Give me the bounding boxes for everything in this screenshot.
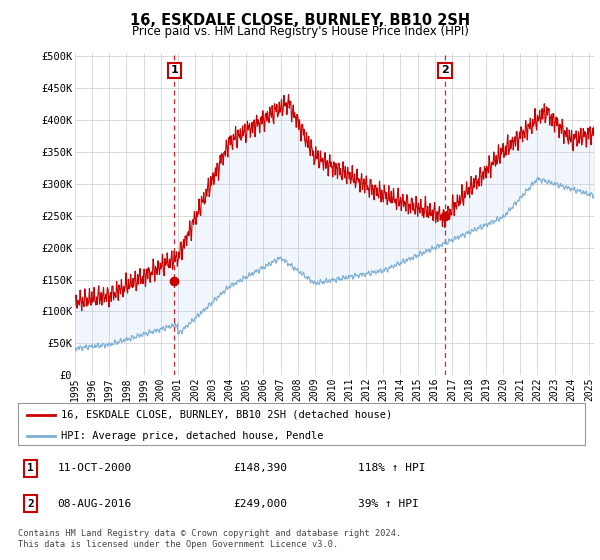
Text: 16, ESKDALE CLOSE, BURNLEY, BB10 2SH (detached house): 16, ESKDALE CLOSE, BURNLEY, BB10 2SH (de…: [61, 409, 392, 419]
Text: 1: 1: [170, 66, 178, 76]
Text: 08-AUG-2016: 08-AUG-2016: [58, 498, 132, 508]
Text: 11-OCT-2000: 11-OCT-2000: [58, 464, 132, 473]
Text: 16, ESKDALE CLOSE, BURNLEY, BB10 2SH: 16, ESKDALE CLOSE, BURNLEY, BB10 2SH: [130, 13, 470, 28]
Text: 39% ↑ HPI: 39% ↑ HPI: [358, 498, 419, 508]
Text: £249,000: £249,000: [233, 498, 287, 508]
Text: HPI: Average price, detached house, Pendle: HPI: Average price, detached house, Pend…: [61, 431, 323, 441]
Text: 2: 2: [441, 66, 449, 76]
Text: Contains HM Land Registry data © Crown copyright and database right 2024.
This d: Contains HM Land Registry data © Crown c…: [18, 529, 401, 549]
Text: 1: 1: [27, 464, 34, 473]
Text: Price paid vs. HM Land Registry's House Price Index (HPI): Price paid vs. HM Land Registry's House …: [131, 25, 469, 38]
Text: £148,390: £148,390: [233, 464, 287, 473]
Text: 118% ↑ HPI: 118% ↑ HPI: [358, 464, 426, 473]
Text: 2: 2: [27, 498, 34, 508]
